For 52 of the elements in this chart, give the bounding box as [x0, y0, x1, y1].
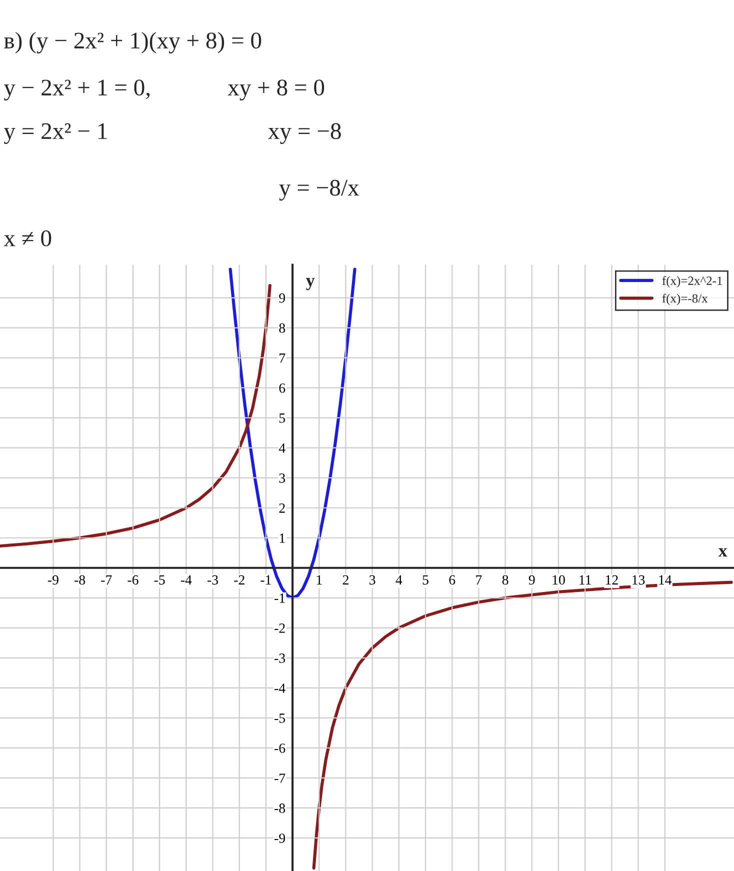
y-tick-label: 1 [280, 534, 285, 543]
x-tick-label: 7 [476, 575, 482, 584]
y-tick-label: -1 [274, 594, 285, 603]
y-tick-label: 7 [280, 354, 286, 363]
x-tick-label: 12 [606, 575, 618, 584]
y-tick-label: -4 [274, 684, 286, 693]
y-tick-label: 2 [279, 503, 285, 513]
x-tick-label: -8 [74, 575, 86, 585]
y-tick-label: -2 [274, 624, 285, 633]
x-tick-label: 9 [528, 575, 535, 585]
text: xy + 8 = 0 [228, 80, 324, 100]
y-tick-label: -5 [274, 714, 286, 723]
y-tick-label: 4 [278, 444, 286, 453]
x-tick-label: -4 [180, 575, 192, 584]
legend-label: f(x)=2x^2-1 [662, 276, 722, 288]
legend-label: f(x)=-8/x [662, 294, 708, 306]
x-tick-label: -3 [207, 575, 218, 585]
y-tick-label: 5 [279, 414, 286, 423]
x-tick-label: 2 [342, 575, 348, 584]
x-tick-label: -5 [154, 575, 165, 585]
y-axis-title: y [306, 278, 315, 290]
y-tick-label: -3 [274, 654, 286, 663]
x-tick-label: 4 [396, 575, 402, 584]
y-tick-label: -9 [274, 834, 286, 843]
x-tick-label: 3 [370, 575, 376, 585]
text: xy = −8 [268, 123, 341, 144]
x-tick-label: 13 [632, 575, 645, 585]
x-tick-label: -6 [128, 575, 138, 585]
y-tick-label: 6 [279, 383, 286, 393]
y-tick-label: 3 [279, 473, 286, 483]
y-tick-label: 8 [279, 323, 286, 333]
x-tick-label: 8 [502, 575, 508, 585]
x-tick-label: -2 [234, 575, 244, 584]
x-tick-label: 6 [449, 575, 456, 585]
x-tick-label: -9 [48, 575, 58, 585]
x-tick-label: 14 [659, 575, 672, 584]
x-tick-label: 5 [422, 575, 428, 585]
x-tick-label: -7 [101, 575, 112, 584]
text: y − 2x² + 1 = 0, [4, 80, 150, 100]
x-tick-label: 1 [316, 575, 322, 584]
y-tick-label: -8 [274, 804, 286, 813]
text: y = −8/x [279, 180, 360, 201]
text: x ≠ 0 [4, 230, 52, 246]
y-tick-label: 9 [279, 293, 286, 303]
x-axis-title: x [718, 548, 728, 557]
text: y = 2x² − 1 [4, 123, 107, 144]
y-tick-label: -6 [274, 744, 286, 753]
x-tick-label: 11 [580, 575, 591, 584]
x-tick-label: -1 [260, 575, 271, 584]
y-tick-label: -7 [274, 774, 286, 783]
x-tick-label: 10 [552, 575, 565, 585]
text: в) (y − 2x² + 1)(xy + 8) = 0 [4, 32, 262, 54]
